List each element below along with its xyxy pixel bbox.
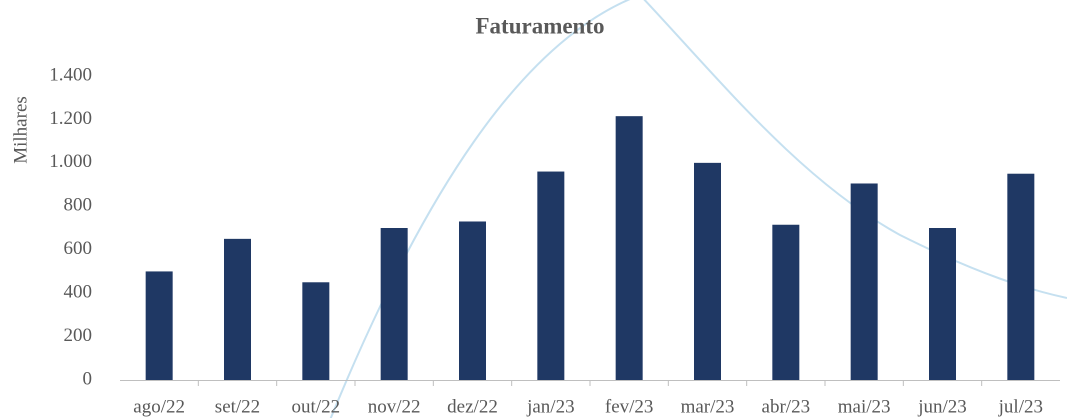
x-tick-label: out/22 [292,396,341,417]
bar [537,171,565,380]
bar [850,183,878,380]
bar [459,221,486,380]
x-tick-label: dez/22 [447,396,498,417]
chart-title: Faturamento [475,13,604,38]
bar [224,238,251,380]
x-tick-label: fev/23 [605,396,654,417]
y-tick-label: 800 [64,195,93,216]
x-tick-label: nov/22 [368,396,421,417]
decorative-curve [329,0,1067,418]
bar [302,282,330,380]
bar [1007,173,1035,380]
x-tick-label: abr/23 [762,396,811,417]
bar [772,224,800,380]
bar [615,116,643,381]
x-tick-label: jun/23 [917,396,967,417]
x-tick-label: mai/23 [838,396,891,417]
bar [929,228,956,380]
x-tick-label: jan/23 [526,396,575,417]
y-axis-label: Milhares [10,96,31,164]
y-tick-label: 200 [64,325,93,346]
x-tick-label: mar/23 [681,396,735,417]
y-tick-label: 1.200 [49,108,92,129]
y-tick-label: 1.000 [49,151,92,172]
bar [145,271,173,380]
bar [380,228,408,380]
x-tick-label: set/22 [215,396,260,417]
x-tick-label: jul/23 [998,396,1043,417]
y-tick-label: 400 [64,282,93,303]
bar [694,162,721,380]
y-tick-label: 0 [83,368,93,389]
x-tick-label: ago/22 [133,396,185,417]
y-tick-label: 1.400 [49,64,92,85]
y-tick-label: 600 [64,238,93,259]
